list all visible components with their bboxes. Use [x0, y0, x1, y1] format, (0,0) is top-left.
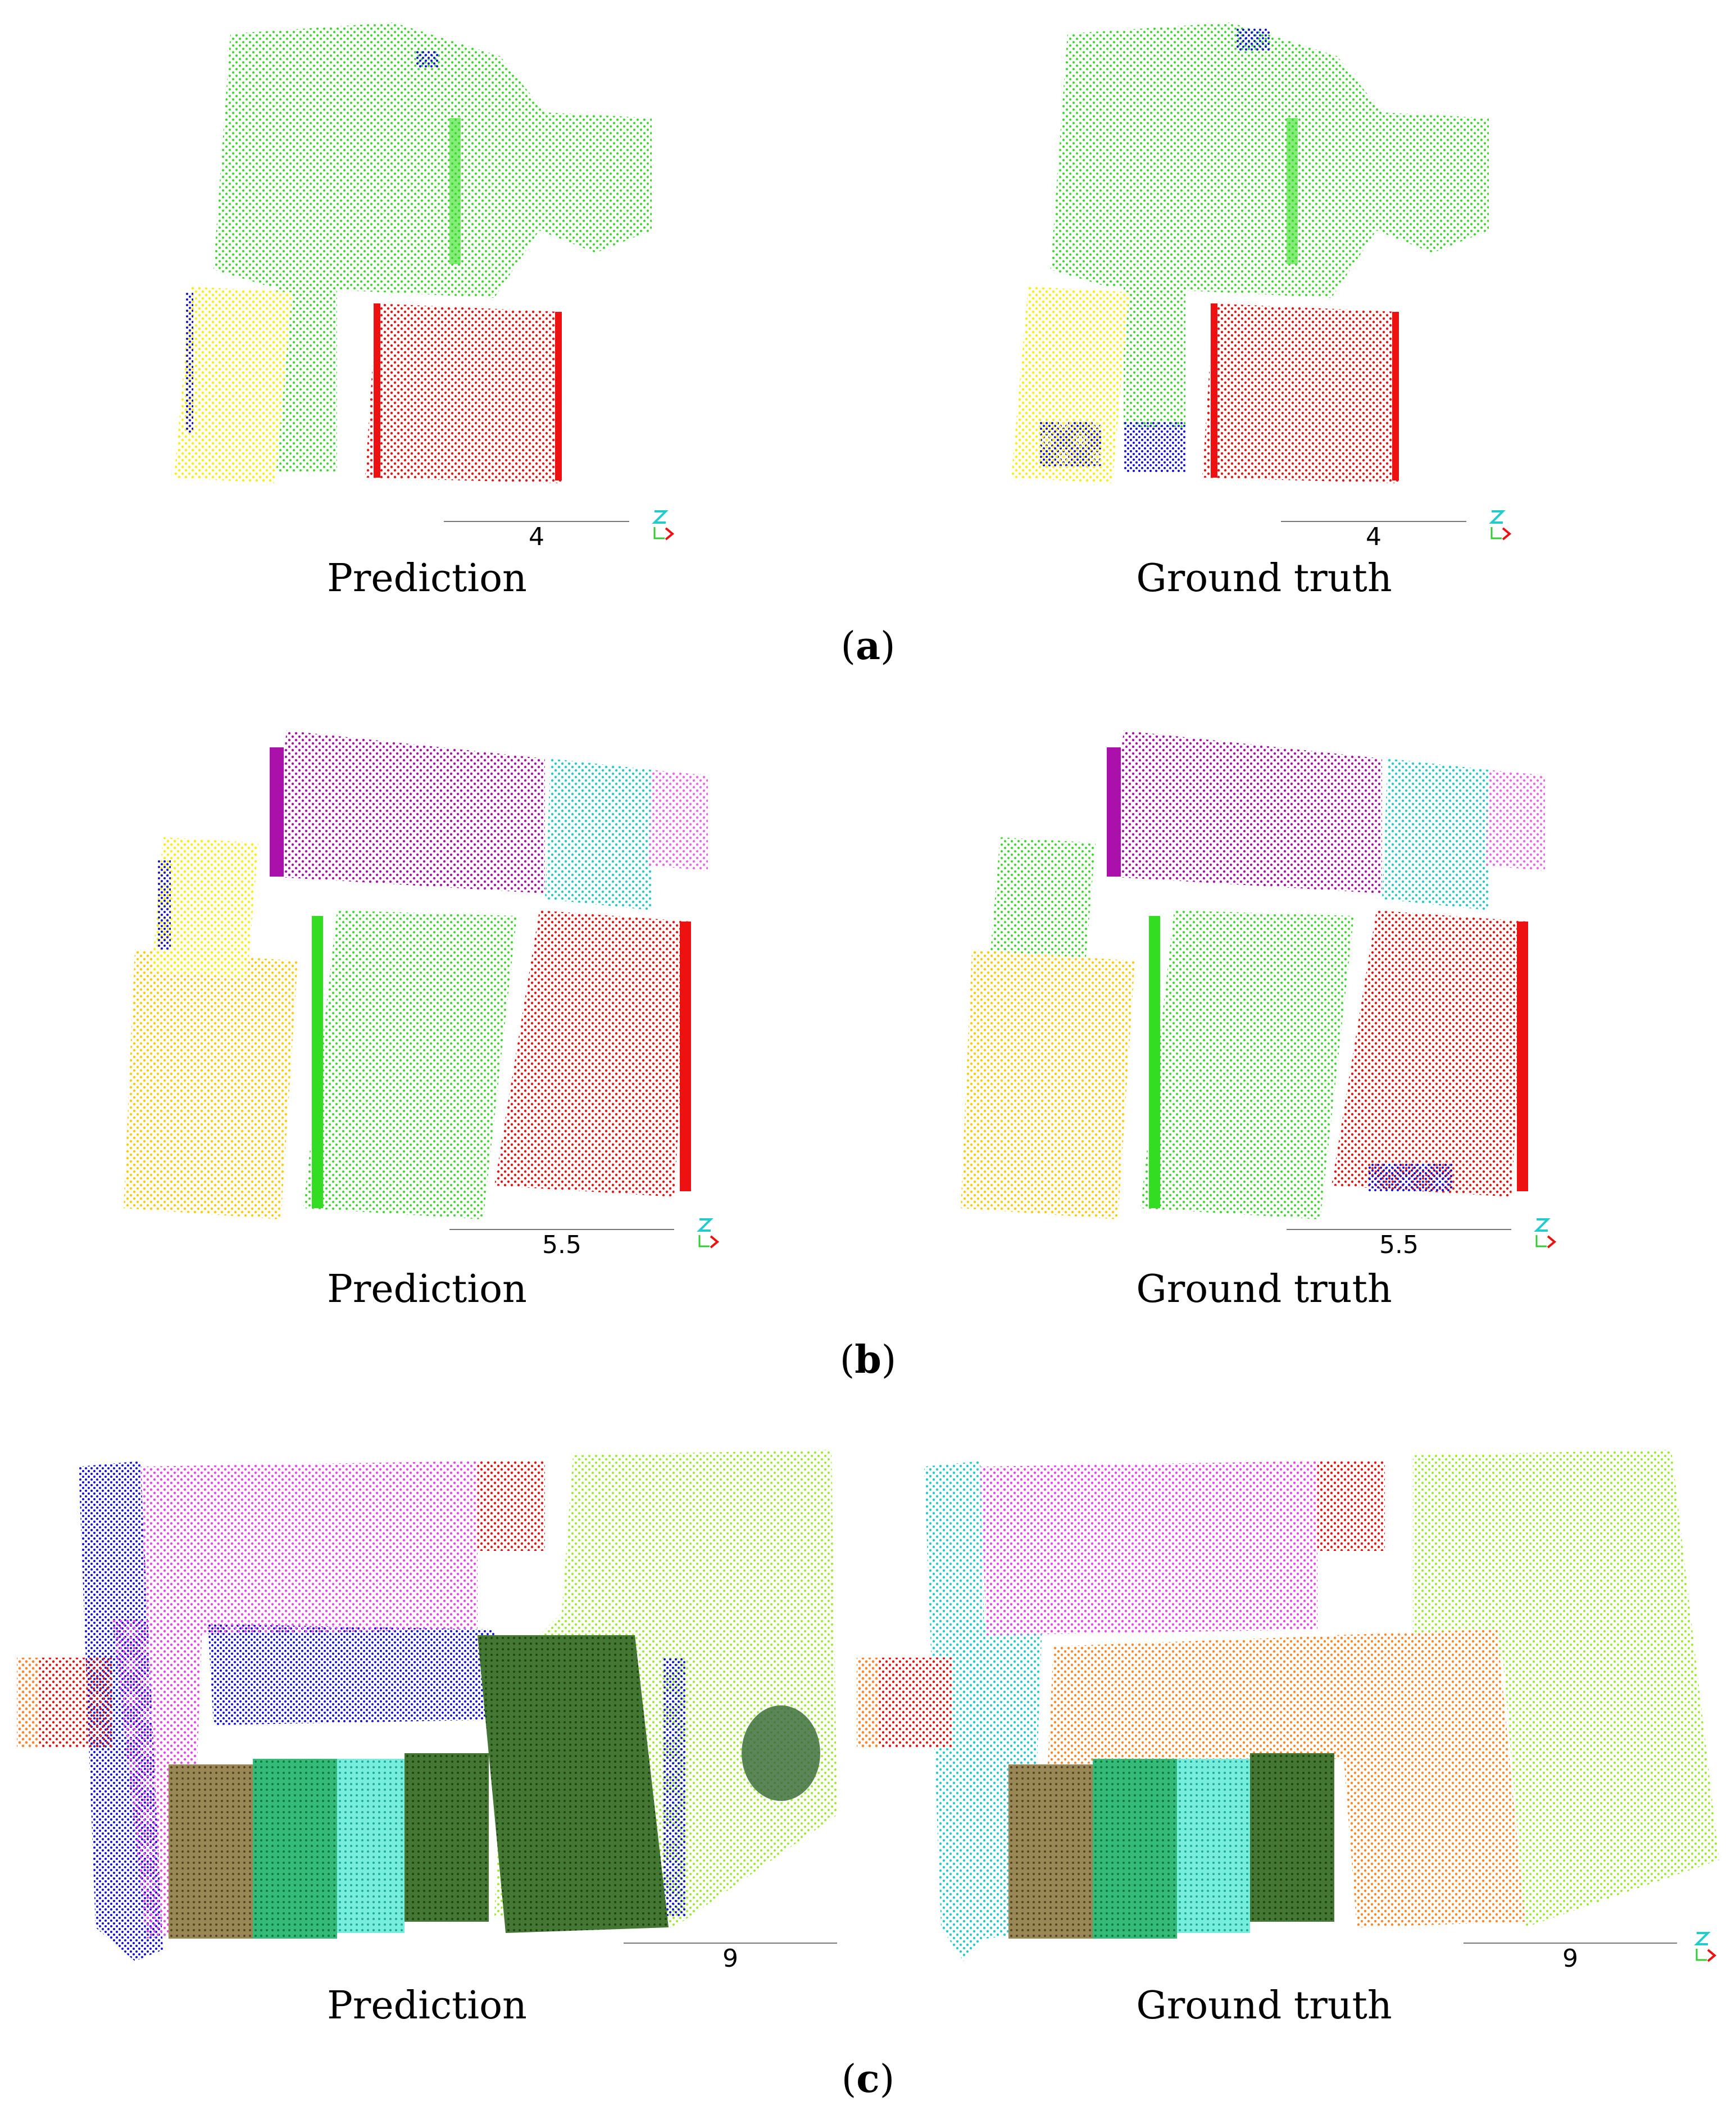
red-region [494, 910, 691, 1197]
pink-region [649, 770, 708, 871]
scale-bar [1281, 521, 1466, 522]
aqua-region [337, 1759, 405, 1933]
green-region [1051, 22, 1489, 427]
scale-value: 4 [529, 523, 544, 551]
panel-c-ground-truth [851, 1444, 1728, 1978]
aqua-region [1177, 1759, 1250, 1933]
yellow-region [961, 950, 1135, 1219]
red-region [365, 303, 562, 483]
green-region [303, 910, 517, 1219]
yellow-region [174, 287, 292, 483]
scale-value: 9 [722, 1944, 738, 1973]
xyz-axis-icon [649, 506, 677, 545]
subcaption-letter: b [855, 1337, 881, 1382]
scale-value: 5.5 [1379, 1231, 1419, 1259]
panel-label: Prediction [327, 556, 527, 601]
purple-region [270, 730, 545, 893]
scale-bar [444, 521, 629, 522]
teal-region [1093, 1759, 1177, 1939]
panel-b-prediction [112, 725, 742, 1231]
red-region [857, 1461, 1385, 1748]
scale-value: 4 [1366, 523, 1381, 551]
panel-c-prediction [11, 1444, 854, 1978]
panel-a-prediction [157, 17, 685, 506]
red-region [1331, 910, 1528, 1197]
subcaption: (b) [839, 1337, 897, 1382]
olive-region [169, 1764, 253, 1939]
panel-label: Ground truth [1136, 1267, 1392, 1312]
panel-a-ground-truth [994, 17, 1523, 506]
teal-region [253, 1759, 337, 1939]
olive-region [1008, 1764, 1093, 1939]
pink-region [1486, 770, 1545, 871]
orange-region [1048, 1630, 1525, 1927]
panel-label: Prediction [327, 1984, 527, 2028]
cyan-region [1382, 759, 1489, 910]
subcaption-letter: a [855, 624, 881, 669]
scale-bar [1287, 1229, 1511, 1230]
blue-region [79, 1461, 685, 1961]
darkgreen-region [1250, 1753, 1334, 1922]
xyz-axis-icon [694, 1214, 722, 1253]
xyz-axis-icon [1486, 506, 1514, 545]
xyz-axis-icon [1691, 1927, 1719, 1967]
darkgreen-region [405, 1635, 669, 1933]
lime-region [1413, 1450, 1719, 1927]
panel-label: Ground truth [1136, 1984, 1392, 2028]
scale-value: 9 [1562, 1944, 1578, 1973]
red-region [17, 1461, 545, 1748]
scale-bar [1464, 1943, 1677, 1944]
cyan-region [545, 759, 652, 910]
subcaption: (c) [841, 2057, 895, 2102]
panel-b-ground-truth [949, 725, 1579, 1231]
subcaption: (a) [840, 624, 896, 669]
magenta-region [980, 1461, 1317, 1635]
green-region [989, 837, 1354, 1219]
scale-bar [624, 1943, 837, 1944]
yellow-region [124, 837, 298, 1219]
panel-label: Prediction [327, 1267, 527, 1312]
xyz-axis-icon [1531, 1214, 1559, 1253]
panel-label: Ground truth [1136, 556, 1392, 601]
scale-bar [449, 1229, 674, 1230]
scale-value: 5.5 [542, 1231, 581, 1259]
subcaption-letter: c [856, 2057, 880, 2102]
purple-region [1107, 730, 1382, 893]
yellow-region [1011, 287, 1129, 483]
red-region [1202, 303, 1399, 483]
